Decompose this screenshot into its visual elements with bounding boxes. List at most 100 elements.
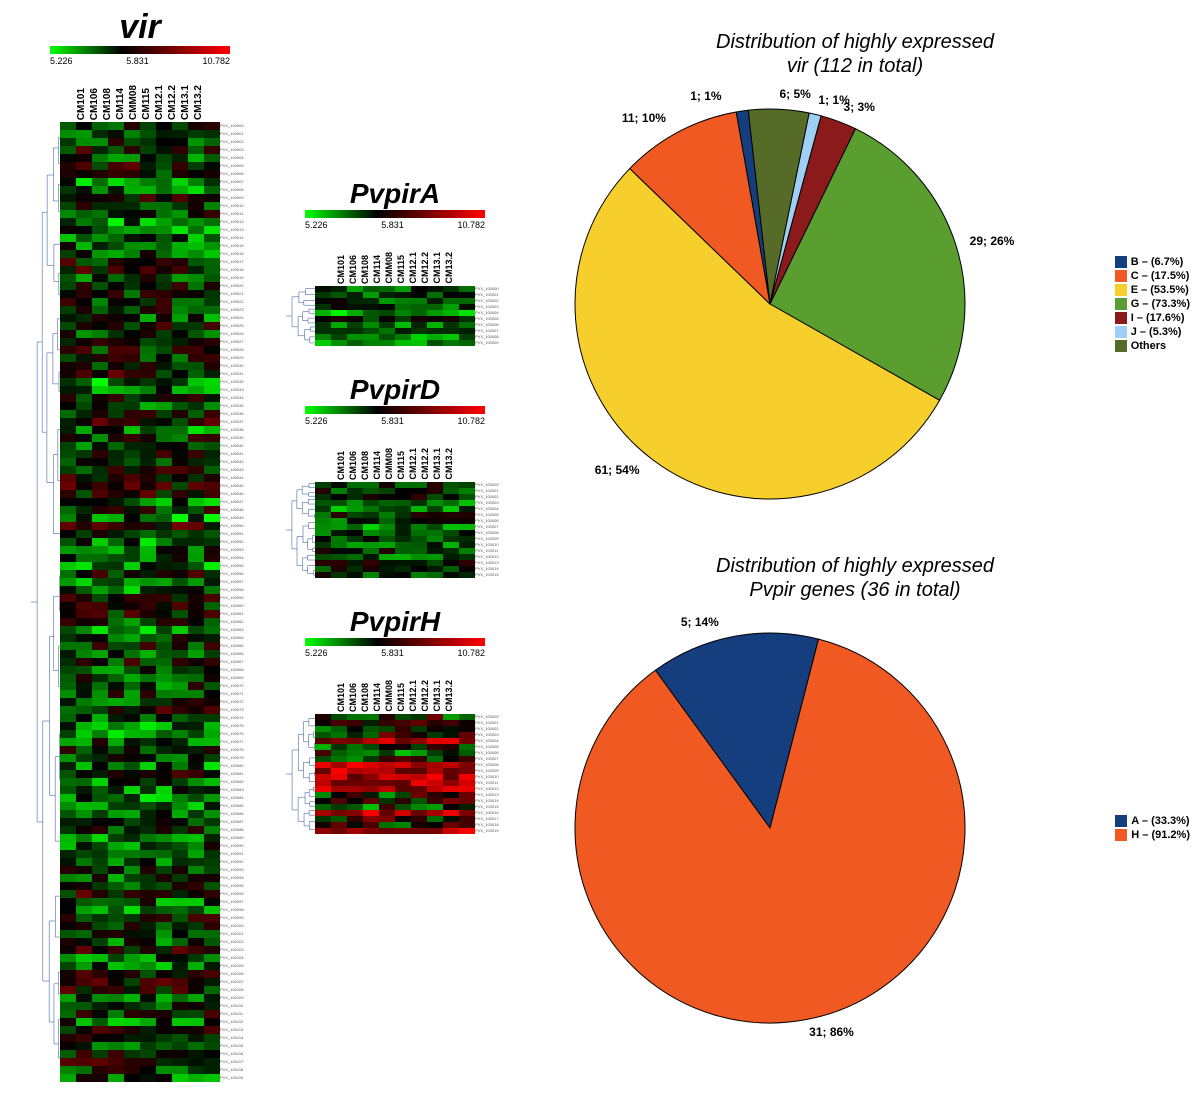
column-label: CM12.1 xyxy=(407,448,419,480)
column-label: CM108 xyxy=(359,451,371,480)
pie-slice-label: 3; 3% xyxy=(844,100,875,114)
legend-swatch xyxy=(1115,270,1127,282)
column-label: CM115 xyxy=(140,88,153,120)
column-labels-pvpD: CM101CM106CM108CM114CMM08CM115CM12.1CM12… xyxy=(335,430,455,480)
legend-swatch xyxy=(1115,326,1127,338)
heatmap-wrap-pvpA: PVX_100000PVX_100001PVX_100002PVX_100003… xyxy=(285,286,505,346)
figure-root: vir 5.226 5.831 10.782 CM101CM106CM108CM… xyxy=(10,10,1190,1082)
column-label: CM108 xyxy=(359,683,371,712)
scalebar-pvpD xyxy=(305,406,485,414)
heatmap-wrap-pvpD: PVX_100000PVX_100001PVX_100002PVX_100003… xyxy=(285,482,505,578)
legend-text: I – (17.6%) xyxy=(1131,312,1185,324)
legend-text: J – (5.3%) xyxy=(1131,326,1182,338)
column-label: CM115 xyxy=(395,451,407,480)
pie-slice-label: 6; 5% xyxy=(779,87,810,101)
legend-text: H – (91.2%) xyxy=(1131,829,1190,841)
column-label: CM101 xyxy=(335,255,347,284)
dendrogram-pvpA xyxy=(285,286,315,346)
pie-svg-pvpir xyxy=(520,608,1020,1038)
pie-wrap-vir: B – (6.7%) C – (17.5%) E – (53.5%) G – (73.… xyxy=(520,84,1190,524)
pie-slice-label: 61; 54% xyxy=(595,463,640,477)
legend-row: I – (17.6%) xyxy=(1115,312,1190,324)
column-label: CMM08 xyxy=(127,85,140,120)
pie-title-line2: Pvpir genes (36 in total) xyxy=(749,579,960,601)
column-label: CMM08 xyxy=(383,680,395,712)
legend-row: A – (33.3%) xyxy=(1115,815,1190,827)
legend-swatch xyxy=(1115,298,1127,310)
column-label: CM101 xyxy=(335,683,347,712)
column-label: CM12.1 xyxy=(407,252,419,284)
scale-max: 10.782 xyxy=(457,648,485,658)
column-label: CMM08 xyxy=(383,252,395,284)
scale-mid: 5.831 xyxy=(381,220,404,230)
column-middle: PvpirA 5.226 5.831 10.782 CM101CM106CM10… xyxy=(270,10,520,1082)
dendrogram-pvpD xyxy=(285,482,315,578)
column-label: CM13.2 xyxy=(443,252,455,284)
pie-block-pvpir: Distribution of highly expressed Pvpir g… xyxy=(520,554,1190,1048)
heatmap-canvas-pvpH xyxy=(315,714,475,834)
heatmap-wrap-vir: PVX_100000PVX_100001PVX_100002PVX_100003… xyxy=(30,122,250,1082)
column-label: CM13.1 xyxy=(431,448,443,480)
legend-text: C – (17.5%) xyxy=(1131,270,1190,282)
column-label: CM13.2 xyxy=(443,448,455,480)
column-label: CM101 xyxy=(75,88,88,120)
column-label: CM13.1 xyxy=(179,85,192,120)
legend-row: J – (5.3%) xyxy=(1115,326,1190,338)
legend-row: G – (73.3%) xyxy=(1115,298,1190,310)
pie-title-line2: vir (112 in total) xyxy=(787,55,923,77)
row-labels-vir: PVX_100000PVX_100001PVX_100002PVX_100003… xyxy=(220,122,250,1082)
pie-slice-label: 1; 1% xyxy=(690,89,721,103)
pie-slice-label: 11; 10% xyxy=(622,111,666,125)
legend-swatch xyxy=(1115,256,1127,268)
scale-labels-pvpD: 5.226 5.831 10.782 xyxy=(305,416,485,426)
dendrogram-vir xyxy=(30,122,60,1082)
column-label: CM13.2 xyxy=(443,680,455,712)
dendrogram-pvpH xyxy=(285,714,315,834)
column-label: CM106 xyxy=(88,88,101,120)
heatmap-block-pvpD: PvpirD 5.226 5.831 10.782 CM101CM106CM10… xyxy=(270,376,520,578)
heatmap-wrap-pvpH: PVX_100000PVX_100001PVX_100002PVX_100003… xyxy=(285,714,505,834)
column-label: CM108 xyxy=(359,255,371,284)
scale-min: 5.226 xyxy=(305,220,328,230)
column-label: CM106 xyxy=(347,255,359,284)
pie-slice-label: 29; 26% xyxy=(970,234,1015,248)
scale-max: 10.782 xyxy=(457,416,485,426)
legend-text: G – (73.3%) xyxy=(1131,298,1190,310)
legend-swatch xyxy=(1115,815,1127,827)
scale-mid: 5.831 xyxy=(381,416,404,426)
column-label: CM114 xyxy=(114,88,127,120)
column-label: CM12.1 xyxy=(407,680,419,712)
pie-title-line1: Distribution of highly expressed xyxy=(716,555,994,577)
pie-block-vir: Distribution of highly expressed vir (11… xyxy=(520,30,1190,524)
column-label: CM106 xyxy=(347,683,359,712)
column-label: CM101 xyxy=(335,451,347,480)
scale-labels-vir: 5.226 5.831 10.782 xyxy=(50,56,230,66)
legend-row: Others xyxy=(1115,340,1190,352)
column-label: CM114 xyxy=(371,451,383,480)
column-label: CM114 xyxy=(371,255,383,284)
legend-row: E – (53.5%) xyxy=(1115,284,1190,296)
pie-title-pvpir: Distribution of highly expressed Pvpir g… xyxy=(716,554,994,602)
scale-labels-pvpH: 5.226 5.831 10.782 xyxy=(305,648,485,658)
column-label: CM13.1 xyxy=(431,252,443,284)
column-label: CM115 xyxy=(395,255,407,284)
heatmap-block-pvpA: PvpirA 5.226 5.831 10.782 CM101CM106CM10… xyxy=(270,180,520,346)
scale-min: 5.226 xyxy=(305,416,328,426)
scale-max: 10.782 xyxy=(202,56,230,66)
column-labels-pvpA: CM101CM106CM108CM114CMM08CM115CM12.1CM12… xyxy=(335,234,455,284)
column-label: CM115 xyxy=(395,683,407,712)
legend-swatch xyxy=(1115,284,1127,296)
column-label: CM12.2 xyxy=(419,252,431,284)
scale-min: 5.226 xyxy=(305,648,328,658)
scale-mid: 5.831 xyxy=(126,56,149,66)
row-labels-pvpD: PVX_100000PVX_100001PVX_100002PVX_100003… xyxy=(475,482,505,578)
row-labels-pvpH: PVX_100000PVX_100001PVX_100002PVX_100003… xyxy=(475,714,505,834)
pie-svg-vir xyxy=(520,84,1020,514)
pie-legend-pvpir: A – (33.3%) H – (91.2%) xyxy=(1115,815,1190,841)
legend-text: B – (6.7%) xyxy=(1131,256,1184,268)
pie-slice-label: 31; 86% xyxy=(809,1025,854,1039)
legend-row: B – (6.7%) xyxy=(1115,256,1190,268)
scale-min: 5.226 xyxy=(50,56,73,66)
column-label: CM106 xyxy=(347,451,359,480)
heatmap-title-pvpH: PvpirH xyxy=(350,608,440,636)
